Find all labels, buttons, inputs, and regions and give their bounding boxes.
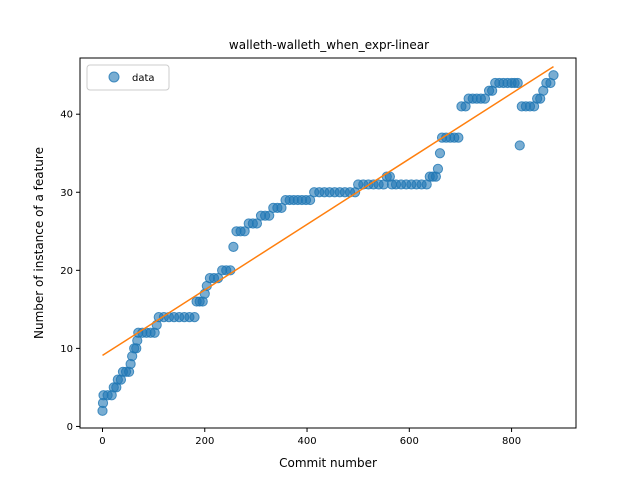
y-tick-label: 30 bbox=[60, 188, 73, 199]
x-tick-label: 800 bbox=[502, 436, 521, 447]
data-point bbox=[239, 226, 250, 237]
data-point bbox=[432, 163, 444, 174]
x-tick-label: 200 bbox=[195, 436, 214, 447]
data-point bbox=[512, 77, 523, 89]
y-axis-ticks: 0 10 20 30 40 bbox=[60, 110, 80, 433]
data-point bbox=[276, 202, 287, 213]
data-point bbox=[189, 312, 200, 323]
legend: data bbox=[86, 64, 170, 91]
x-tick-label: 0 bbox=[99, 436, 105, 447]
y-tick-label: 10 bbox=[60, 344, 73, 355]
data-point bbox=[251, 218, 263, 229]
data-point bbox=[514, 140, 525, 151]
data-point bbox=[548, 70, 559, 81]
legend-box bbox=[86, 64, 170, 91]
data-point bbox=[434, 148, 446, 159]
x-tick-label: 600 bbox=[400, 436, 419, 447]
plot-frame bbox=[79, 57, 577, 429]
data-point bbox=[228, 241, 239, 252]
y-tick-label: 0 bbox=[67, 422, 73, 433]
chart-title: walleth-walleth_when_expr-linear bbox=[229, 38, 429, 52]
data-point bbox=[305, 194, 316, 206]
y-tick-label: 40 bbox=[60, 110, 73, 121]
fit-line bbox=[102, 65, 554, 357]
legend-label-data: data bbox=[132, 73, 155, 84]
x-axis-title: Commit number bbox=[279, 456, 377, 470]
data-point bbox=[479, 93, 491, 104]
y-axis-title: Number of instance of a feature bbox=[32, 147, 46, 339]
plot-area bbox=[79, 57, 577, 429]
y-tick-label: 20 bbox=[60, 266, 73, 277]
data-point bbox=[264, 210, 275, 221]
plot-background bbox=[80, 58, 576, 428]
chart-marks bbox=[97, 65, 559, 416]
x-axis-ticks: 0 200 400 600 800 bbox=[99, 428, 521, 447]
x-tick-label: 400 bbox=[297, 436, 316, 447]
data-point bbox=[453, 132, 464, 143]
legend-marker-data bbox=[108, 71, 120, 83]
